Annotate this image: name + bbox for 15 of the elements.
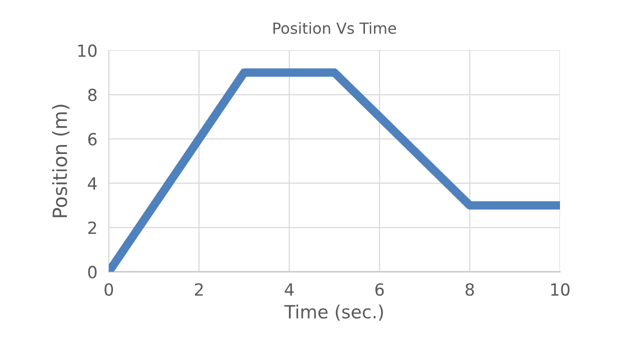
x-tick-label: 4 [284,283,294,296]
x-tick-label: 10 [551,283,570,296]
y-tick-label: 4 [88,177,97,190]
y-tick-label: 2 [88,221,96,234]
x-tick-label: 0 [104,283,113,296]
y-axis-title: Position (m) [52,104,70,218]
y-tick-label: 6 [88,132,97,146]
chart-title: Position Vs Time [273,22,396,34]
x-tick-label: 6 [375,283,384,296]
x-tick-label: 2 [194,283,203,296]
x-axis-title: Time (sec.) [284,304,383,321]
y-tick-label: 10 [78,44,97,57]
y-tick-label: 8 [88,88,97,102]
y-tick-label: 0 [88,266,97,278]
x-tick-label: 8 [466,283,474,296]
